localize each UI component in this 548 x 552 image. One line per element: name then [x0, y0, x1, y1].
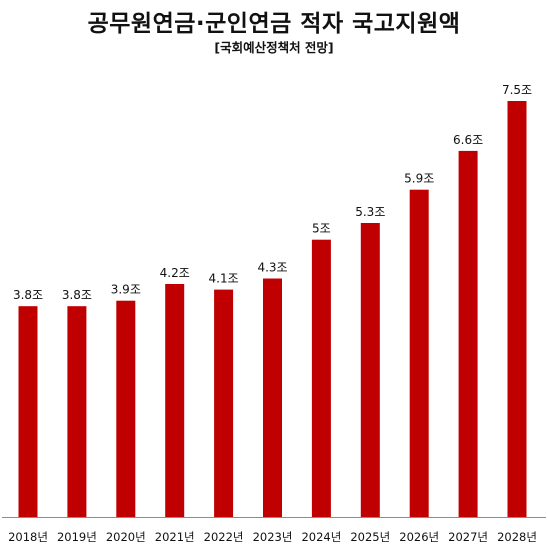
bar-2024년 [311, 239, 331, 517]
data-label-2020년: 3.9조 [111, 283, 141, 297]
bar-2023년 [263, 278, 282, 517]
data-label-2025년: 5.3조 [355, 205, 385, 219]
data-label-2024년: 5조 [312, 222, 331, 236]
data-label-2022년: 4.1조 [209, 272, 239, 286]
bar-2028년 [507, 101, 527, 517]
data-label-2019년: 3.8조 [62, 288, 92, 302]
data-label-2023년: 4.3조 [257, 261, 287, 275]
chart-subtitle: [국회예산정책처 전망] [214, 40, 334, 55]
x-tick-label-2022년: 2022년 [204, 530, 244, 544]
bar-2020년 [116, 300, 136, 517]
x-tick-label-2028년: 2028년 [497, 530, 537, 544]
x-tick-label-2025년: 2025년 [350, 530, 390, 544]
data-label-2021년: 4.2조 [160, 266, 190, 280]
data-label-2026년: 5.9조 [404, 172, 434, 186]
bar-2026년 [409, 189, 429, 517]
bar-2021년 [165, 284, 185, 517]
data-label-2027년: 6.6조 [453, 133, 483, 147]
bar-2027년 [458, 150, 478, 517]
x-tick-label-2024년: 2024년 [301, 530, 341, 544]
x-tick-label-2021년: 2021년 [155, 530, 195, 544]
bar-2025년 [360, 223, 380, 517]
bar-2018년 [18, 306, 38, 517]
x-tick-label-2019년: 2019년 [57, 530, 97, 544]
x-tick-label-2027년: 2027년 [448, 530, 488, 544]
chart-title: 공무원연금·군인연금 적자 국고지원액 [87, 11, 461, 37]
x-tick-label-2023년: 2023년 [253, 530, 293, 544]
data-label-2018년: 3.8조 [13, 288, 43, 302]
x-tick-label-2018년: 2018년 [8, 530, 48, 544]
data-label-2028년: 7.5조 [502, 83, 532, 97]
x-tick-label-2020년: 2020년 [106, 530, 146, 544]
bar-2022년 [214, 289, 234, 517]
x-tick-label-2026년: 2026년 [399, 530, 439, 544]
bar-2019년 [67, 306, 87, 517]
